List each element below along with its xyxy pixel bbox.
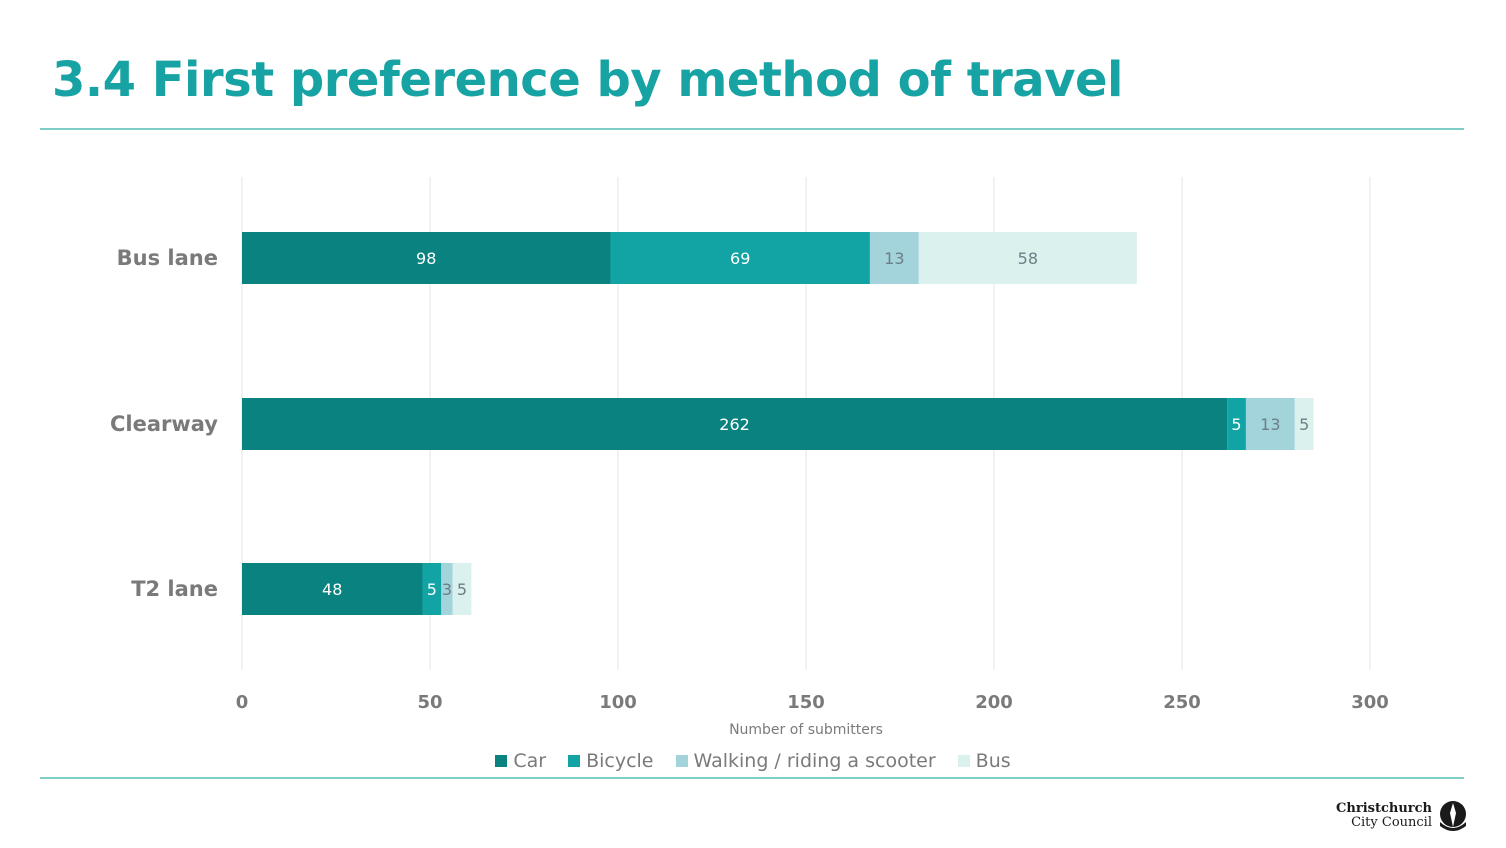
bar-segment: [452, 563, 472, 615]
footer-divider: [40, 777, 1464, 779]
category-label: Clearway: [110, 412, 218, 436]
bar-segment: [441, 563, 453, 615]
bar-segment: [869, 232, 919, 284]
bar-segment: [1294, 398, 1314, 450]
logo-line-2: City Council: [1351, 815, 1432, 830]
bar-segment: [242, 563, 423, 615]
data-label: 5: [1299, 415, 1309, 434]
x-tick-label: 150: [787, 692, 825, 713]
data-label: 5: [427, 580, 437, 599]
legend-swatch: [675, 755, 688, 767]
council-logo: Christchurch City Council: [1320, 798, 1468, 834]
category-label: Bus lane: [117, 246, 218, 270]
data-label: 13: [1260, 415, 1280, 434]
logo-line-1: Christchurch: [1336, 801, 1432, 816]
bar-segment: [918, 232, 1137, 284]
x-tick-label: 200: [975, 692, 1013, 713]
legend-item: Car: [495, 750, 546, 772]
x-tick-label: 250: [1163, 692, 1201, 713]
cathedral-emblem-icon: [1440, 801, 1466, 831]
legend-item: Walking / riding a scooter: [675, 750, 936, 772]
legend-swatch: [957, 755, 970, 767]
legend-item: Bus: [957, 750, 1011, 772]
data-label: 3: [442, 580, 452, 599]
category-label: T2 lane: [131, 577, 218, 601]
bar-segment: [1245, 398, 1295, 450]
data-label: 58: [1018, 249, 1038, 268]
legend-label: Walking / riding a scooter: [693, 750, 936, 772]
logo-wordmark: Christchurch City Council: [1336, 802, 1432, 830]
bar-segment: [1227, 398, 1246, 450]
data-label: 69: [730, 249, 750, 268]
data-label: 5: [1231, 415, 1241, 434]
x-tick-label: 100: [599, 692, 637, 713]
data-label: 48: [322, 580, 342, 599]
bar-segment: [610, 232, 870, 284]
page-title: 3.4 First preference by method of travel: [52, 52, 1124, 108]
legend-label: Car: [513, 750, 547, 772]
data-label: 98: [416, 249, 436, 268]
legend-item: Bicycle: [568, 750, 654, 772]
title-divider: [40, 128, 1464, 130]
bar-segment: [242, 232, 611, 284]
x-axis-title: Number of submitters: [729, 722, 883, 738]
x-tick-label: 50: [417, 692, 442, 713]
data-label: 5: [457, 580, 467, 599]
bar-segment: [422, 563, 442, 615]
data-label: 13: [884, 249, 904, 268]
x-tick-label: 0: [236, 692, 249, 713]
legend-swatch: [568, 755, 581, 767]
legend-label: Bicycle: [586, 750, 654, 772]
bar-segment: [242, 398, 1228, 450]
chart-legend: Car Bicycle Walking / riding a scooter Bus: [0, 750, 1506, 772]
legend-swatch: [495, 755, 508, 767]
legend-label: Bus: [975, 750, 1011, 772]
data-label: 262: [719, 415, 750, 434]
x-tick-label: 300: [1351, 692, 1389, 713]
